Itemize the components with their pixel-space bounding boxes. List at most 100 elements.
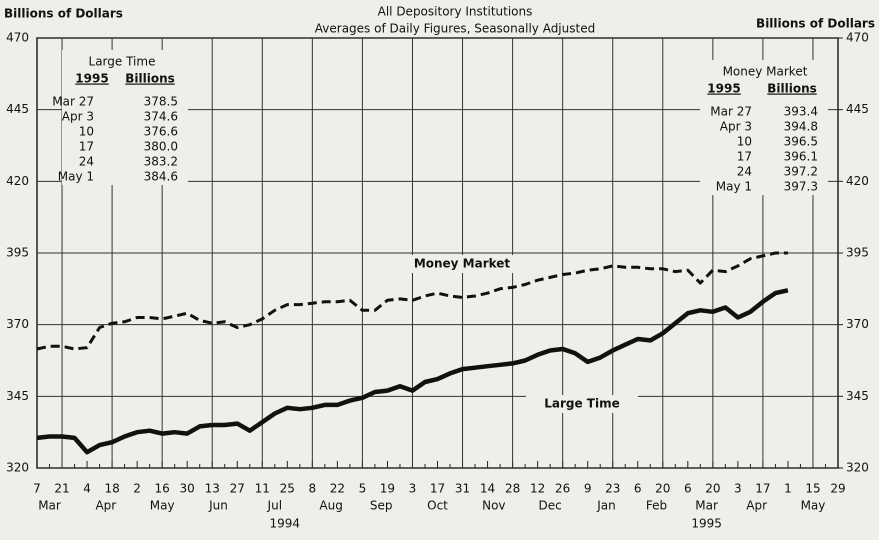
table-value: 394.8 (784, 120, 818, 134)
table-header: Billions (767, 82, 817, 96)
month-label: May (801, 499, 826, 513)
subtitle: All Depository Institutions (378, 5, 533, 19)
table-value: 396.1 (784, 150, 818, 164)
y-tick-label: 420 (6, 174, 29, 188)
x-tick-label: 3 (734, 482, 742, 496)
y-tick-label: 370 (6, 317, 29, 331)
table-value: 397.2 (784, 165, 818, 179)
table-date: Mar 27 (52, 95, 94, 109)
x-tick-label: 12 (530, 482, 545, 496)
table-header: 1995 (707, 82, 740, 96)
month-label: May (150, 499, 175, 513)
table-date: Apr 3 (62, 110, 94, 124)
month-label: Mar (38, 499, 61, 513)
x-tick-label: 8 (309, 482, 317, 496)
y2-tick-label: 395 (846, 246, 869, 260)
x-tick-label: 3 (409, 482, 417, 496)
series-label: Large Time (544, 397, 620, 411)
table-bg (62, 50, 188, 185)
month-label: Nov (482, 499, 505, 513)
table-header: 1995 (75, 72, 108, 86)
x-tick-label: 15 (805, 482, 820, 496)
table-date: 17 (79, 140, 94, 154)
month-label: Jun (208, 499, 228, 513)
x-tick-label: 29 (830, 482, 845, 496)
x-tick-label: 14 (480, 482, 495, 496)
table-value: 380.0 (144, 140, 178, 154)
month-label: Feb (646, 499, 667, 513)
x-tick-label: 9 (584, 482, 592, 496)
month-label: Jan (596, 499, 616, 513)
x-tick-label: 16 (155, 482, 170, 496)
x-tick-label: 27 (230, 482, 245, 496)
x-tick-label: 13 (205, 482, 220, 496)
table-value: 396.5 (784, 135, 818, 149)
month-label: Sep (370, 499, 393, 513)
table-value: 376.6 (144, 125, 178, 139)
month-label: Dec (539, 499, 562, 513)
y-tick-label: 470 (6, 31, 29, 45)
year-label: 1994 (270, 517, 301, 531)
month-label: Oct (427, 499, 448, 513)
table-bg (700, 60, 828, 195)
table-value: 393.4 (784, 105, 818, 119)
table-title: Money Market (723, 65, 808, 79)
x-tick-label: 20 (655, 482, 670, 496)
table-date: 17 (737, 150, 752, 164)
x-tick-label: 2 (133, 482, 141, 496)
y-axis-label: Billions of Dollars (4, 7, 123, 21)
x-tick-label: 5 (359, 482, 367, 496)
year-label: 1995 (691, 517, 722, 531)
table-value: 374.6 (144, 110, 178, 124)
table-value: 383.2 (144, 155, 178, 169)
y2-axis-label: Billions of Dollars (756, 17, 875, 31)
x-tick-label: 6 (634, 482, 642, 496)
y-tick-label: 395 (6, 246, 29, 260)
month-label: Apr (746, 499, 767, 513)
x-tick-label: 17 (430, 482, 445, 496)
label-bg (526, 395, 638, 413)
table-date: 24 (737, 165, 752, 179)
x-tick-label: 6 (684, 482, 692, 496)
y2-tick-label: 445 (846, 102, 869, 116)
table-value: 384.6 (144, 170, 178, 184)
table-date: 10 (737, 135, 752, 149)
month-label: Aug (319, 499, 342, 513)
y2-tick-label: 345 (846, 389, 869, 403)
month-label: Jul (267, 499, 282, 513)
x-tick-label: 7 (33, 482, 41, 496)
x-tick-label: 21 (54, 482, 69, 496)
x-tick-label: 18 (104, 482, 119, 496)
x-tick-label: 4 (83, 482, 91, 496)
month-label: Apr (95, 499, 116, 513)
x-tick-label: 28 (505, 482, 520, 496)
y2-tick-label: 370 (846, 317, 869, 331)
table-date: 24 (79, 155, 94, 169)
x-tick-label: 25 (280, 482, 295, 496)
label-bg (406, 255, 518, 273)
x-tick-label: 26 (555, 482, 570, 496)
table-header: Billions (125, 72, 175, 86)
month-label: Mar (695, 499, 718, 513)
y2-tick-label: 420 (846, 174, 869, 188)
x-tick-label: 22 (330, 482, 345, 496)
table-date: Mar 27 (710, 105, 752, 119)
table-title: Large Time (89, 55, 156, 69)
y2-tick-label: 470 (846, 31, 869, 45)
x-tick-label: 1 (784, 482, 792, 496)
series-line (36, 288, 789, 455)
table-value: 397.3 (784, 180, 818, 194)
table-date: May 1 (58, 170, 94, 184)
x-tick-label: 17 (755, 482, 770, 496)
x-tick-label: 23 (605, 482, 620, 496)
x-tick-label: 19 (380, 482, 395, 496)
x-tick-label: 30 (180, 482, 195, 496)
subtitle: Averages of Daily Figures, Seasonally Ad… (315, 22, 595, 36)
table-date: 10 (79, 125, 94, 139)
x-tick-label: 11 (255, 482, 270, 496)
table-value: 378.5 (144, 95, 178, 109)
y2-tick-label: 320 (846, 461, 869, 475)
series-line (36, 251, 788, 351)
y-tick-label: 320 (6, 461, 29, 475)
